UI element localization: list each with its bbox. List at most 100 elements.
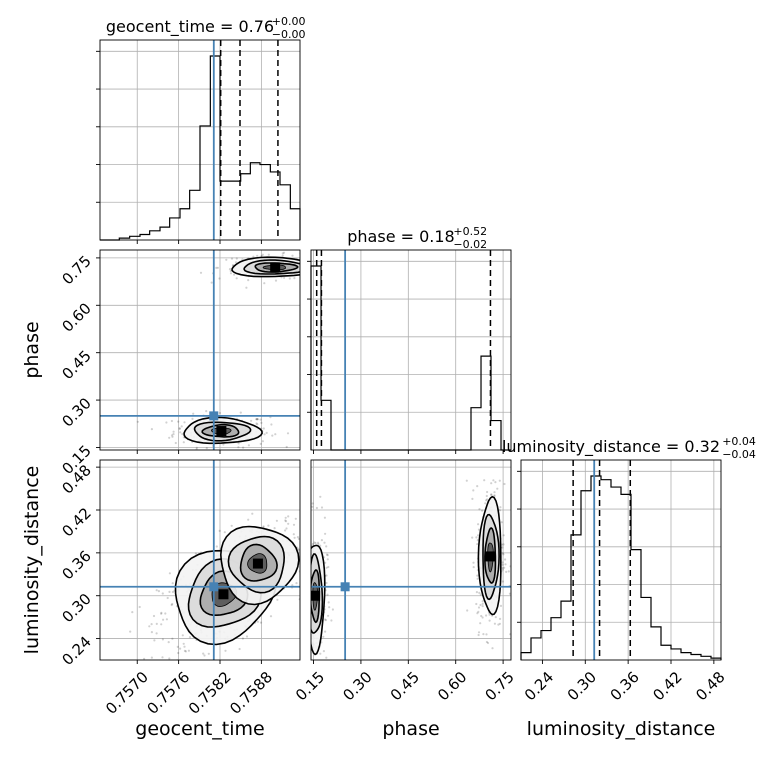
scatter-panel-phase-vs-luminosity_distance-point — [307, 589, 309, 591]
hist-panel-phase-border — [310, 249, 512, 451]
scatter-panel-phase-vs-luminosity_distance-point — [305, 510, 307, 512]
scatter-panel-geocent_time-vs-luminosity_distance-point — [262, 525, 265, 528]
scatter-panel-phase-vs-luminosity_distance-point — [491, 647, 494, 650]
scatter-panel-geocent_time-vs-phase-point — [237, 446, 240, 449]
scatter-panel-phase-vs-luminosity_distance-point — [481, 616, 484, 619]
scatter-panel-phase-vs-luminosity_distance-point — [486, 641, 490, 645]
scatter-panel-geocent_time-vs-luminosity_distance-point — [157, 590, 160, 593]
scatter-panel-geocent_time-vs-phase-point — [255, 422, 258, 425]
scatter-panel-phase-vs-luminosity_distance-point — [475, 536, 478, 539]
scatter-panel-phase-vs-luminosity_distance-point — [476, 539, 479, 542]
scatter-panel-geocent_time-vs-phase-point — [303, 268, 305, 270]
scatter-panel-geocent_time-vs-luminosity_distance-density-peak — [252, 558, 263, 569]
scatter-panel-geocent_time-vs-phase-point — [306, 265, 308, 267]
scatter-panel-phase-vs-luminosity_distance-point — [324, 532, 327, 535]
scatter-panel-geocent_time-vs-luminosity_distance-point — [223, 531, 226, 534]
scatter-panel-geocent_time-vs-luminosity_distance-point — [302, 538, 304, 540]
scatter-panel-geocent_time-vs-luminosity_distance-point — [169, 667, 171, 669]
scatter-panel-geocent_time-vs-luminosity_distance-point — [207, 652, 210, 655]
scatter-panel-geocent_time-vs-luminosity_distance-point — [241, 637, 244, 640]
scatter-panel-phase-vs-luminosity_distance-content — [303, 460, 511, 669]
scatter-panel-geocent_time-vs-luminosity_distance-point — [176, 645, 179, 649]
scatter-panel-geocent_time-vs-luminosity_distance-point — [179, 647, 182, 650]
scatter-panel-geocent_time-vs-luminosity_distance-point — [161, 592, 164, 595]
scatter-panel-phase-vs-luminosity_distance-point — [498, 479, 501, 482]
scatter-panel-phase-vs-luminosity_distance-point — [477, 523, 480, 526]
scatter-panel-geocent_time-vs-phase-point — [300, 264, 302, 266]
scatter-panel-phase-vs-luminosity_distance-point — [472, 561, 475, 564]
scatter-panel-phase-vs-luminosity_distance-point — [307, 641, 309, 643]
scatter-panel-geocent_time-vs-phase-point — [174, 441, 177, 445]
scatter-panel-geocent_time-vs-phase-point — [259, 418, 262, 421]
scatter-panel-phase-vs-luminosity_distance-point — [326, 593, 329, 596]
scatter-panel-phase-vs-luminosity_distance-point — [324, 667, 326, 669]
scatter-panel-geocent_time-vs-luminosity_distance-point — [160, 623, 163, 626]
hist-panel-luminosity_distance: luminosity_distance = 0.32 +0.04−0.04 — [502, 435, 756, 664]
scatter-panel-geocent_time-vs-luminosity_distance-point — [259, 621, 263, 624]
scatter-panel-geocent_time-vs-luminosity_distance-point — [304, 534, 306, 536]
scatter-panel-geocent_time-vs-phase-point — [183, 421, 186, 424]
scatter-panel-geocent_time-vs-luminosity_distance-point — [152, 614, 156, 618]
scatter-panel-phase-vs-luminosity_distance-point — [477, 610, 480, 614]
scatter-panel-geocent_time-vs-luminosity_distance-point — [165, 618, 168, 621]
scatter-panel-phase-vs-luminosity_distance-point — [481, 605, 484, 608]
hist-panel-phase-title: phase = 0.18 — [347, 227, 454, 246]
scatter-panel-geocent_time-vs-phase-point — [256, 423, 259, 426]
scatter-panel-phase-vs-luminosity_distance-point — [323, 516, 326, 519]
scatter-panel-phase-vs-luminosity_distance-point — [488, 619, 491, 622]
scatter-panel-geocent_time-vs-luminosity_distance-point — [287, 515, 290, 518]
scatter-panel-geocent_time-vs-luminosity_distance-point — [171, 602, 174, 606]
scatter-panel-geocent_time-vs-luminosity_distance-point — [153, 639, 156, 642]
xtick-label-luminosity_distance: 0.30 — [564, 668, 600, 704]
scatter-panel-geocent_time-vs-phase-point — [230, 257, 234, 260]
scatter-panel-geocent_time-vs-luminosity_distance-point — [161, 656, 164, 659]
scatter-panel-phase-vs-luminosity_distance-point — [501, 580, 504, 583]
scatter-panel-geocent_time-vs-luminosity_distance-point — [150, 631, 153, 634]
scatter-panel-phase-vs-luminosity_distance-point — [306, 617, 308, 619]
scatter-panel-phase-vs-luminosity_distance-point — [303, 577, 305, 579]
scatter-panel-geocent_time-vs-phase-point — [256, 254, 259, 257]
scatter-panel-phase-vs-luminosity_distance-point — [502, 553, 505, 556]
scatter-panel-geocent_time-vs-luminosity_distance-point — [170, 603, 173, 607]
scatter-panel-phase-vs-luminosity_distance-point — [311, 542, 314, 546]
scatter-panel-phase-vs-luminosity_distance-point — [327, 565, 330, 569]
xtick-label-geocent_time: 0.7588 — [226, 668, 276, 718]
scatter-panel-geocent_time-vs-phase-point — [302, 265, 304, 267]
scatter-panel-phase-vs-luminosity_distance-point — [331, 608, 334, 611]
scatter-panel-phase-vs-luminosity_distance-point — [308, 627, 310, 629]
scatter-panel-phase-vs-luminosity_distance-point — [325, 553, 329, 556]
scatter-panel-phase-vs-luminosity_distance-point — [316, 541, 320, 544]
hist-panel-geocent_time-border — [99, 39, 301, 241]
scatter-panel-geocent_time-vs-luminosity_distance-point — [155, 622, 158, 626]
scatter-panel-phase-vs-luminosity_distance-point — [303, 555, 305, 557]
scatter-panel-geocent_time-vs-phase-point — [213, 451, 215, 453]
scatter-panel-geocent_time-vs-luminosity_distance-point — [215, 545, 218, 548]
scatter-panel-geocent_time-vs-luminosity_distance-point — [292, 523, 296, 526]
scatter-panel-geocent_time-vs-luminosity_distance-point — [187, 649, 190, 652]
scatter-panel-phase-vs-luminosity_distance-point — [475, 602, 478, 606]
scatter-panel-phase-vs-luminosity_distance-point — [307, 572, 309, 574]
scatter-panel-geocent_time-vs-phase-point — [293, 277, 296, 280]
yaxis-label-luminosity_distance: luminosity_distance — [21, 466, 43, 655]
scatter-panel-geocent_time-vs-phase-point — [301, 262, 303, 264]
scatter-panel-geocent_time-vs-luminosity_distance-point — [194, 552, 197, 555]
ytick-label-luminosity_distance: 0.30 — [58, 590, 94, 626]
scatter-panel-geocent_time-vs-luminosity_distance-point — [184, 650, 187, 653]
scatter-panel-phase-vs-luminosity_distance-point — [485, 614, 488, 617]
scatter-panel-geocent_time-vs-phase-point — [255, 418, 258, 421]
scatter-panel-geocent_time-vs-phase-point — [205, 447, 208, 450]
ytick-label-phase: 0.60 — [58, 299, 94, 335]
hist-panel-geocent_time: geocent_time = 0.76+0.00−0.00 — [96, 15, 306, 244]
xtick-label-phase: 0.60 — [434, 668, 470, 704]
scatter-panel-geocent_time-vs-phase-point — [215, 266, 218, 269]
scatter-panel-phase-vs-luminosity_distance-point — [316, 661, 318, 663]
scatter-panel-phase-vs-luminosity_distance-point — [472, 566, 475, 569]
ytick-label-phase: 0.30 — [58, 394, 94, 430]
scatter-panel-phase-vs-luminosity_distance-point — [315, 506, 318, 510]
scatter-panel-phase-vs-luminosity_distance-point — [308, 599, 310, 601]
scatter-panel-phase-vs-luminosity_distance-point — [498, 622, 501, 625]
scatter-panel-geocent_time-vs-luminosity_distance-point — [155, 632, 158, 635]
scatter-panel-geocent_time-vs-phase-point — [263, 433, 266, 436]
scatter-panel-geocent_time-vs-phase-point — [182, 441, 185, 444]
scatter-panel-phase-vs-luminosity_distance-point — [307, 619, 309, 621]
